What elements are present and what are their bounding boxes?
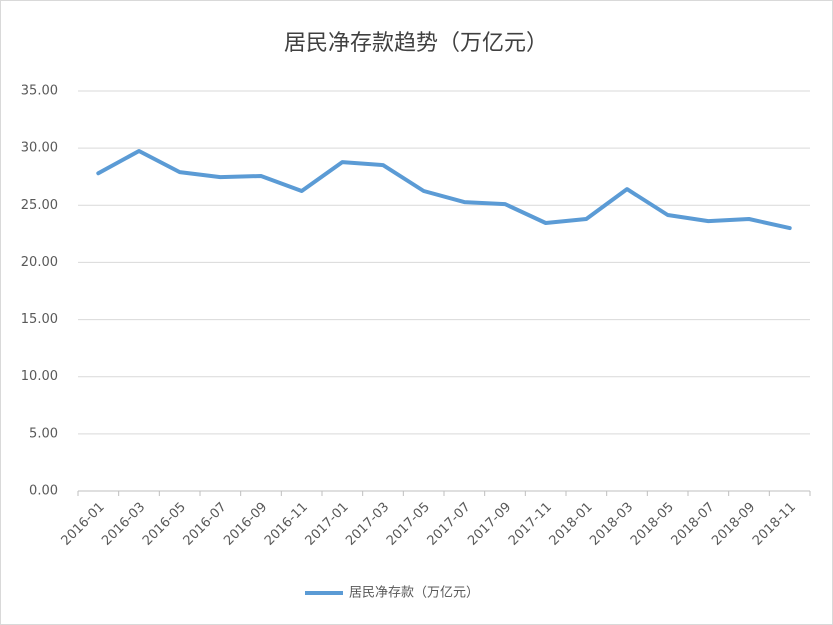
legend-label: 居民净存款（万亿元） (349, 586, 479, 601)
y-tick-label: 10.00 (21, 369, 58, 384)
y-tick-label: 15.00 (21, 312, 58, 327)
y-tick-label: 5.00 (29, 426, 58, 441)
y-tick-label: 20.00 (21, 255, 58, 270)
chart-title: 居民净存款趋势（万亿元） (284, 31, 548, 56)
y-tick-label: 25.00 (21, 198, 58, 213)
line (96, 149, 792, 231)
y-tick-label: 30.00 (21, 141, 58, 156)
y-tick-label: 0.00 (29, 484, 58, 499)
y-tick-label: 35.00 (21, 84, 58, 99)
